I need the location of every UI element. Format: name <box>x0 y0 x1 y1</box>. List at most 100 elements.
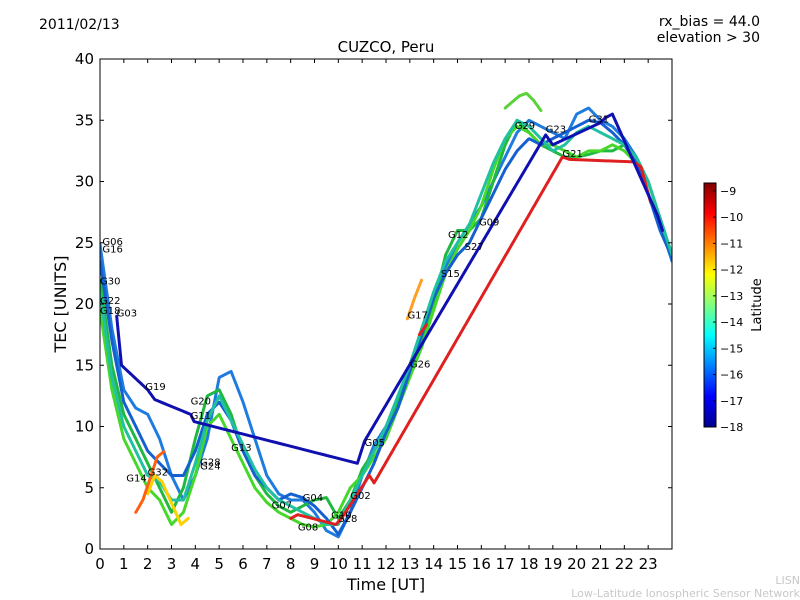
colorbar-tick-label: −11 <box>720 237 743 250</box>
x-tick-label: 5 <box>214 555 224 573</box>
satellite-track-7 <box>417 323 428 337</box>
x-tick-label: 17 <box>496 555 515 573</box>
y-axis-label: TEC [UNITS] <box>51 256 70 354</box>
y-tick-label: 30 <box>75 173 94 191</box>
x-tick-label: 23 <box>639 555 658 573</box>
y-tick-label: 5 <box>84 479 94 497</box>
satellite-track-8 <box>146 474 190 526</box>
footer-line2: Low-Latitude Ionospheric Sensor Network <box>571 587 800 600</box>
x-tick-label: 12 <box>376 555 395 573</box>
x-tick-label: 2 <box>143 555 153 573</box>
satellite-label: G20 <box>191 396 211 407</box>
satellite-track-1 <box>100 118 672 520</box>
x-tick-label: 20 <box>567 555 586 573</box>
satellite-label: G23 <box>546 125 566 136</box>
satellite-label: G10 <box>331 510 351 521</box>
satellite-label: G18 <box>100 306 120 317</box>
footer-line1: LISN <box>775 574 800 587</box>
y-tick-label: 25 <box>75 234 94 252</box>
x-axis: 0 1 2 3 4 5 6 7 8 9 10 11 12 13 14 15 16 17 18 19 20 21 22 23 <box>95 59 658 573</box>
satellite-label: G30 <box>100 276 120 287</box>
x-tick-label: 6 <box>238 555 248 573</box>
x-tick-label: 1 <box>119 555 129 573</box>
x-tick-label: 19 <box>543 555 562 573</box>
x-tick-label: 15 <box>448 555 467 573</box>
y-tick-label: 35 <box>75 111 94 129</box>
satellite-track-3 <box>100 118 672 536</box>
y-tick-label: 0 <box>84 540 94 558</box>
satellite-label: G19 <box>145 382 165 393</box>
satellite-label: G21 <box>562 149 582 160</box>
colorbar-tick-label: −16 <box>720 369 743 382</box>
x-tick-label: 7 <box>262 555 272 573</box>
satellite-label: S15 <box>441 269 460 280</box>
satellite-label: G12 <box>448 230 468 241</box>
satellite-label: G31 <box>589 115 609 126</box>
satellite-label: G09 <box>479 218 499 229</box>
satellite-track-2 <box>100 124 672 529</box>
y-axis: 0 5 10 15 20 25 30 35 40 <box>75 50 672 558</box>
footer: LISN Low-Latitude Ionospheric Sensor Net… <box>571 574 800 600</box>
satellite-labels: G06G16G30G22G18G03G19G20G11G13G28G24G32G… <box>100 115 609 534</box>
date-label: 2011/02/13 <box>39 17 120 33</box>
satellite-label: G02 <box>350 491 370 502</box>
colorbar-tick-label: −13 <box>720 290 743 303</box>
rx-bias-label: rx_bias = 44.0 <box>658 14 760 30</box>
satellite-label: G13 <box>231 443 251 454</box>
elevation-label: elevation > 30 <box>656 30 760 46</box>
colorbar-tick-label: −18 <box>720 421 743 434</box>
satellite-label: G05 <box>365 438 385 449</box>
colorbar-tick-label: −12 <box>720 264 743 277</box>
y-tick-label: 40 <box>75 50 94 68</box>
satellite-track-6 <box>405 278 424 321</box>
x-tick-label: 3 <box>167 555 177 573</box>
satellite-track-9 <box>134 449 166 514</box>
satellite-label: G32 <box>148 468 168 479</box>
x-tick-label: 9 <box>310 555 320 573</box>
satellite-label: G29 <box>515 121 535 132</box>
x-axis-label: Time [UT] <box>346 575 425 594</box>
satellite-label: G28 <box>200 458 220 469</box>
satellite-label: G22 <box>100 296 120 307</box>
stats-box: rx_bias = 44.0 elevation > 30 <box>657 14 760 46</box>
colorbar-tick-label: −14 <box>720 316 743 329</box>
colorbar-tick-label: −10 <box>720 211 743 224</box>
colorbar-tick-label: −15 <box>720 342 743 355</box>
colorbar-tick-label: −9 <box>720 185 736 198</box>
colorbar-tick-label: −17 <box>720 395 743 408</box>
satellite-label: G07 <box>272 501 292 512</box>
satellite-label: G03 <box>117 308 137 319</box>
satellite-track-5 <box>503 91 543 112</box>
x-tick-label: 8 <box>286 555 296 573</box>
satellite-label: G14 <box>126 474 146 485</box>
satellite-label: G04 <box>303 493 323 504</box>
chart-title: CUZCO, Peru <box>338 38 435 56</box>
satellite-label: G26 <box>410 360 430 371</box>
satellite-track-10 <box>289 155 653 526</box>
satellite-label: G24 <box>200 461 220 472</box>
satellite-label: S28 <box>338 514 357 525</box>
colorbar-label: Latitude <box>750 278 765 332</box>
satellite-label: G08 <box>298 523 318 534</box>
x-tick-label: 11 <box>353 555 372 573</box>
x-tick-label: 21 <box>591 555 610 573</box>
x-tick-label: 4 <box>191 555 201 573</box>
x-tick-label: 0 <box>95 555 105 573</box>
satellite-label: G17 <box>407 311 427 322</box>
satellite-label: S27 <box>465 242 484 253</box>
x-tick-label: 16 <box>472 555 491 573</box>
y-tick-label: 10 <box>75 418 94 436</box>
x-tick-label: 10 <box>329 555 348 573</box>
x-tick-label: 13 <box>400 555 419 573</box>
satellite-label: G16 <box>102 245 122 256</box>
y-tick-label: 20 <box>75 295 94 313</box>
data-layer <box>100 91 672 539</box>
satellite-label: G11 <box>191 411 211 422</box>
x-tick-label: 18 <box>519 555 538 573</box>
x-tick-label: 22 <box>615 555 634 573</box>
colorbar-ticks: −9 −10 −11 −12 −13 −14 −15 −16 −17 −18 <box>713 185 743 434</box>
satellite-track-11 <box>115 112 664 465</box>
x-tick-label: 14 <box>424 555 443 573</box>
y-tick-label: 15 <box>75 356 94 374</box>
